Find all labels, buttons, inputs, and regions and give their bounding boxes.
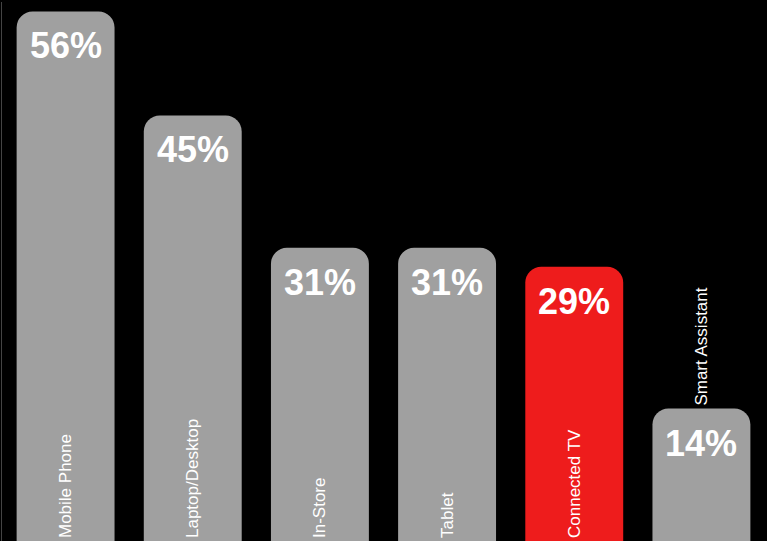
svg-text:In-Store: In-Store — [310, 478, 329, 538]
svg-text:56%: 56% — [30, 25, 102, 66]
svg-text:Laptop/Desktop: Laptop/Desktop — [183, 419, 202, 538]
svg-text:Tablet: Tablet — [438, 492, 457, 538]
svg-text:Mobile Phone: Mobile Phone — [56, 434, 75, 538]
svg-text:31%: 31% — [284, 262, 356, 303]
svg-text:14%: 14% — [665, 423, 737, 464]
svg-text:29%: 29% — [538, 281, 610, 322]
svg-text:31%: 31% — [411, 262, 483, 303]
svg-text:45%: 45% — [157, 129, 229, 170]
svg-text:Smart Assistant: Smart Assistant — [692, 287, 711, 405]
svg-text:Connected TV: Connected TV — [565, 429, 584, 538]
